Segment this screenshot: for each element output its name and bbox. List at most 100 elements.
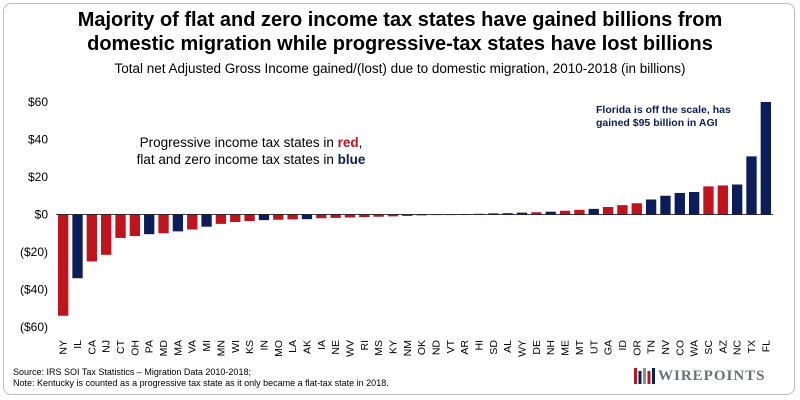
bar-tx [746,156,757,215]
bar-nj [101,214,112,255]
x-tick-label: IN [258,340,270,351]
bar-ms [373,214,384,217]
footer-note: Note: Kentucky is counted as a progressi… [13,378,389,388]
bar-mo [273,214,284,220]
bar-nc [731,184,743,215]
x-tick-label: TX [746,340,758,353]
y-tick-label: $40 [28,133,48,147]
bar-wi [230,214,241,222]
bar-mi [201,214,212,227]
x-tick-label: AZ [717,339,729,353]
y-tick-label: ($60) [20,320,48,334]
bar-ut [588,208,599,215]
x-tick-label: ND [431,340,443,356]
annotation-line-1: Florida is off the scale, has [596,104,731,116]
x-tick-label: WI [230,340,242,353]
bar-nm [402,214,413,216]
x-tick-label: NH [545,340,557,355]
x-tick-label: NE [330,340,342,355]
x-tick-label: DE [531,340,543,355]
bar-ks [244,214,255,222]
legend-line-2-prefix: flat and zero income tax states in [136,152,338,167]
x-tick-label: WV [344,340,356,357]
logo-mark-icon [634,368,655,384]
bar-wa [688,192,700,215]
bar-az [717,185,728,215]
bar-ny [58,214,69,316]
x-tick-label: MI [201,340,213,352]
bar-mn [215,214,227,224]
x-tick-label: PA [144,340,156,353]
bar-ok [416,214,427,216]
x-tick-label: CT [115,339,127,354]
x-tick-label: MD [158,340,170,357]
x-tick-label: KS [244,340,256,354]
x-tick-label: WA [689,340,701,357]
x-tick-label: NM [402,340,414,356]
bar-ky [387,214,399,217]
bar-wy [516,212,528,215]
x-tick-label: CA [86,340,98,355]
x-tick-label: MN [215,340,227,356]
x-tick-label: LA [287,340,299,353]
x-tick-label: NV [660,340,672,355]
legend-note: Progressive income tax states in red, fl… [106,134,396,168]
x-tick-label: TN [646,340,658,354]
bar-ca [86,214,98,262]
bar-oh [129,214,141,237]
x-tick-label: VA [187,340,199,353]
footer-source: Source: IRS SOI Tax Statistics – Migrati… [13,367,251,377]
bar-ak [301,214,313,220]
bar-me [559,210,571,215]
x-tick-label: ID [617,340,629,351]
legend-line-1: Progressive income tax states in red, [106,134,396,151]
bar-or [631,203,642,215]
legend-line-2: flat and zero income tax states in blue [106,151,396,168]
y-tick-label: $60 [28,95,48,109]
x-tick-label: FL [760,340,772,352]
bar-ri [359,214,370,218]
y-tick-label: $20 [28,170,48,184]
x-tick-label: NJ [101,340,113,353]
logo-stripe [652,368,655,384]
bar-tn [645,199,657,215]
bar-nh [545,211,556,215]
title-line-1: Majority of flat and zero income tax sta… [77,9,723,31]
x-tick-label: AR [459,340,471,355]
annotation-line-2: gained $95 billion in AGI [596,117,718,129]
x-tick-label: IA [316,340,328,350]
bar-va [187,214,198,230]
x-tick-label: VT [445,339,457,353]
logo-stripe [634,368,637,384]
bar-fl [760,102,771,215]
bar-id [617,205,628,215]
y-tick-label: ($20) [20,245,48,259]
x-tick-label: WY [517,340,529,357]
x-tick-label: ME [560,340,572,356]
y-tick-label: ($40) [20,283,48,297]
x-tick-label: UT [588,339,600,354]
bar-in [258,214,270,221]
bar-il [72,214,83,279]
logo-text: WIREPOINTS [658,367,766,384]
x-tick-label: IL [72,340,84,349]
bar-ga [602,207,614,215]
x-tick-label: OR [631,340,643,356]
x-tick-label: AL [502,340,514,353]
bar-ct [115,214,126,238]
chart-subtitle: Total net Adjusted Gross Income gained/(… [114,61,686,76]
bar-pa [144,214,155,235]
x-tick-label: MO [273,340,285,357]
florida-annotation: Florida is off the scale, has gained $95… [596,104,776,130]
wirepoints-logo: WIREPOINTS [632,364,792,388]
x-tick-label: AK [301,340,313,354]
x-tick-label: SD [488,340,500,355]
logo-stripe [643,368,646,384]
x-tick-label: NY [58,340,70,355]
x-tick-label: OK [416,340,428,355]
x-tick-label: HI [474,340,486,351]
bar-al [502,213,513,215]
bar-mt [574,209,585,215]
bar-ma [172,214,184,232]
